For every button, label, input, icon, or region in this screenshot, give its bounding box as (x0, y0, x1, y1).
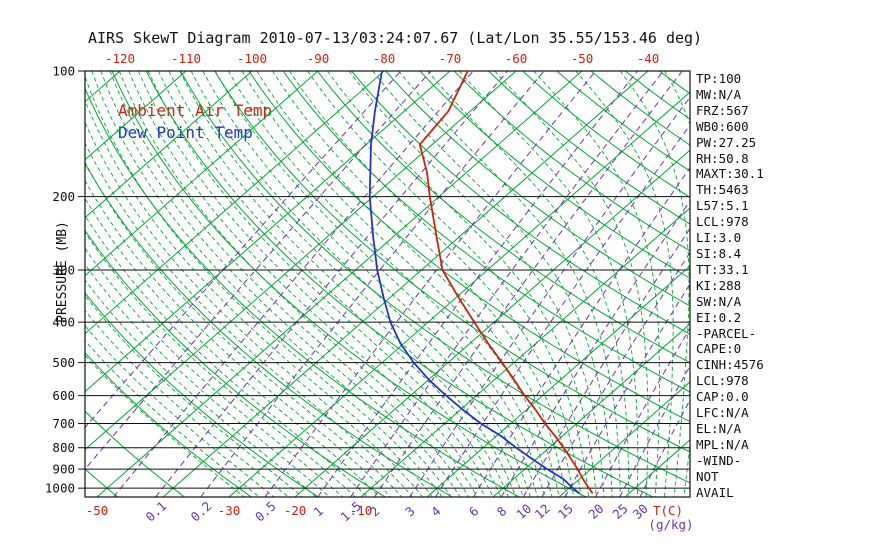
pressure-tick: 1000 (45, 481, 75, 496)
stat-line: WB0:600 (696, 118, 749, 134)
stat-line: -WIND- (696, 452, 742, 468)
mixing-ratio-tick: 3 (402, 503, 418, 519)
pressure-tick: 400 (52, 315, 75, 330)
top-temp-tick: -80 (373, 51, 396, 66)
moist-adiabats (85, 71, 690, 497)
stat-line: MAXT:30.1 (696, 166, 764, 182)
stat-line: AVAIL (696, 484, 734, 500)
stat-line: LFC:N/A (696, 405, 749, 421)
stat-line: L57:5.1 (696, 198, 749, 214)
pressure-tick: 200 (52, 189, 75, 204)
mixing-ratio-tick: 1 (310, 503, 326, 519)
stat-line: CINH:4576 (696, 357, 764, 373)
mixing-ratio-tick: 0.2 (188, 498, 215, 524)
temp-unit-label: T(C) (653, 503, 683, 518)
chart-border (84, 70, 691, 498)
pressure-tick: 100 (52, 64, 75, 79)
chart-title: AIRS SkewT Diagram 2010-07-13/03:24:07.6… (88, 29, 703, 47)
stat-line: CAP:0.0 (696, 389, 749, 405)
mixing-ratio-tick: 15 (555, 501, 576, 522)
stat-line: TP:100 (696, 71, 742, 86)
isotherms (85, 71, 690, 497)
top-temp-tick: -100 (237, 51, 267, 66)
top-temp-tick: -40 (637, 51, 660, 66)
bottom-temp-tick: -10 (350, 503, 373, 518)
ambient-temp-curve (418, 71, 594, 495)
top-temp-tick: -110 (171, 51, 201, 66)
stat-line: RH:50.8 (696, 150, 749, 166)
pressure-axis-title: PRESSURE (MB) (55, 221, 70, 323)
stat-line: MW:N/A (696, 86, 742, 102)
stat-line: NOT (696, 468, 719, 484)
mixing-ratio-tick: 12 (532, 501, 553, 522)
stat-line: LI:3.0 (696, 230, 742, 246)
pressure-tick: 900 (52, 462, 75, 477)
bottom-temp-tick: -30 (218, 503, 241, 518)
legend-ambient-air-temp: Ambient Air Temp (118, 101, 273, 120)
stat-line: TT:33.1 (696, 261, 749, 277)
stat-line: FRZ:567 (696, 102, 749, 118)
pressure-tick: 300 (52, 263, 75, 278)
mixing-ratio-tick: 4 (428, 503, 444, 519)
dry-adiabats (85, 71, 690, 497)
mixing-ratio-tick: 10 (513, 501, 534, 522)
top-temp-tick: -70 (439, 51, 462, 66)
pressure-tick: 500 (52, 355, 75, 370)
top-temp-tick: -50 (571, 51, 594, 66)
mixing-ratio-tick: 25 (610, 501, 631, 522)
grid-lines (85, 71, 690, 497)
bottom-temp-tick: -20 (284, 503, 307, 518)
top-temp-tick: -120 (105, 51, 135, 66)
stat-line: KI:288 (696, 277, 742, 293)
mixing-unit-label: (g/kg) (648, 517, 693, 532)
pressure-tick: 700 (52, 416, 75, 431)
dew-point-curve (368, 71, 581, 495)
stat-line: CAPE:0 (696, 341, 742, 357)
mixing-ratio-tick: 8 (494, 503, 510, 519)
stat-line: PW:27.25 (696, 134, 757, 150)
mixing-ratio-tick: 20 (585, 501, 606, 522)
top-temp-tick: -90 (307, 51, 330, 66)
mixing-ratio-tick: 6 (466, 503, 482, 519)
pressure-tick: 800 (52, 440, 75, 455)
stat-line: TH:5463 (696, 182, 749, 198)
mixing-ratio-tick: 30 (630, 501, 651, 522)
stat-line: MPL:N/A (696, 436, 749, 452)
stat-line: EL:N/A (696, 420, 742, 436)
stat-line: LCL:978 (696, 214, 749, 230)
mixing-ratio-tick: 0.5 (252, 498, 279, 524)
stat-line: LCL:978 (696, 373, 749, 389)
stats-panel: TP:100 MW:N/A FRZ:567 WB0:600 PW:27.25 RH:50.… (696, 71, 764, 500)
stat-line: EI:0.2 (696, 309, 742, 325)
stat-line: SW:N/A (696, 293, 742, 309)
chart-generated-content: -120 -110 -100 -90 -80 -70 -60 -50 -40 100 200 300 4… (45, 51, 691, 525)
bottom-temp-tick: -50 (86, 503, 109, 518)
stat-line: -PARCEL- (696, 325, 757, 341)
mixing-ratio-lines (85, 71, 690, 497)
top-temp-tick: -60 (505, 51, 528, 66)
mixing-ratio-tick: 0.1 (143, 498, 170, 524)
stat-line: SI:8.4 (696, 245, 742, 261)
pressure-tick: 600 (52, 388, 75, 403)
